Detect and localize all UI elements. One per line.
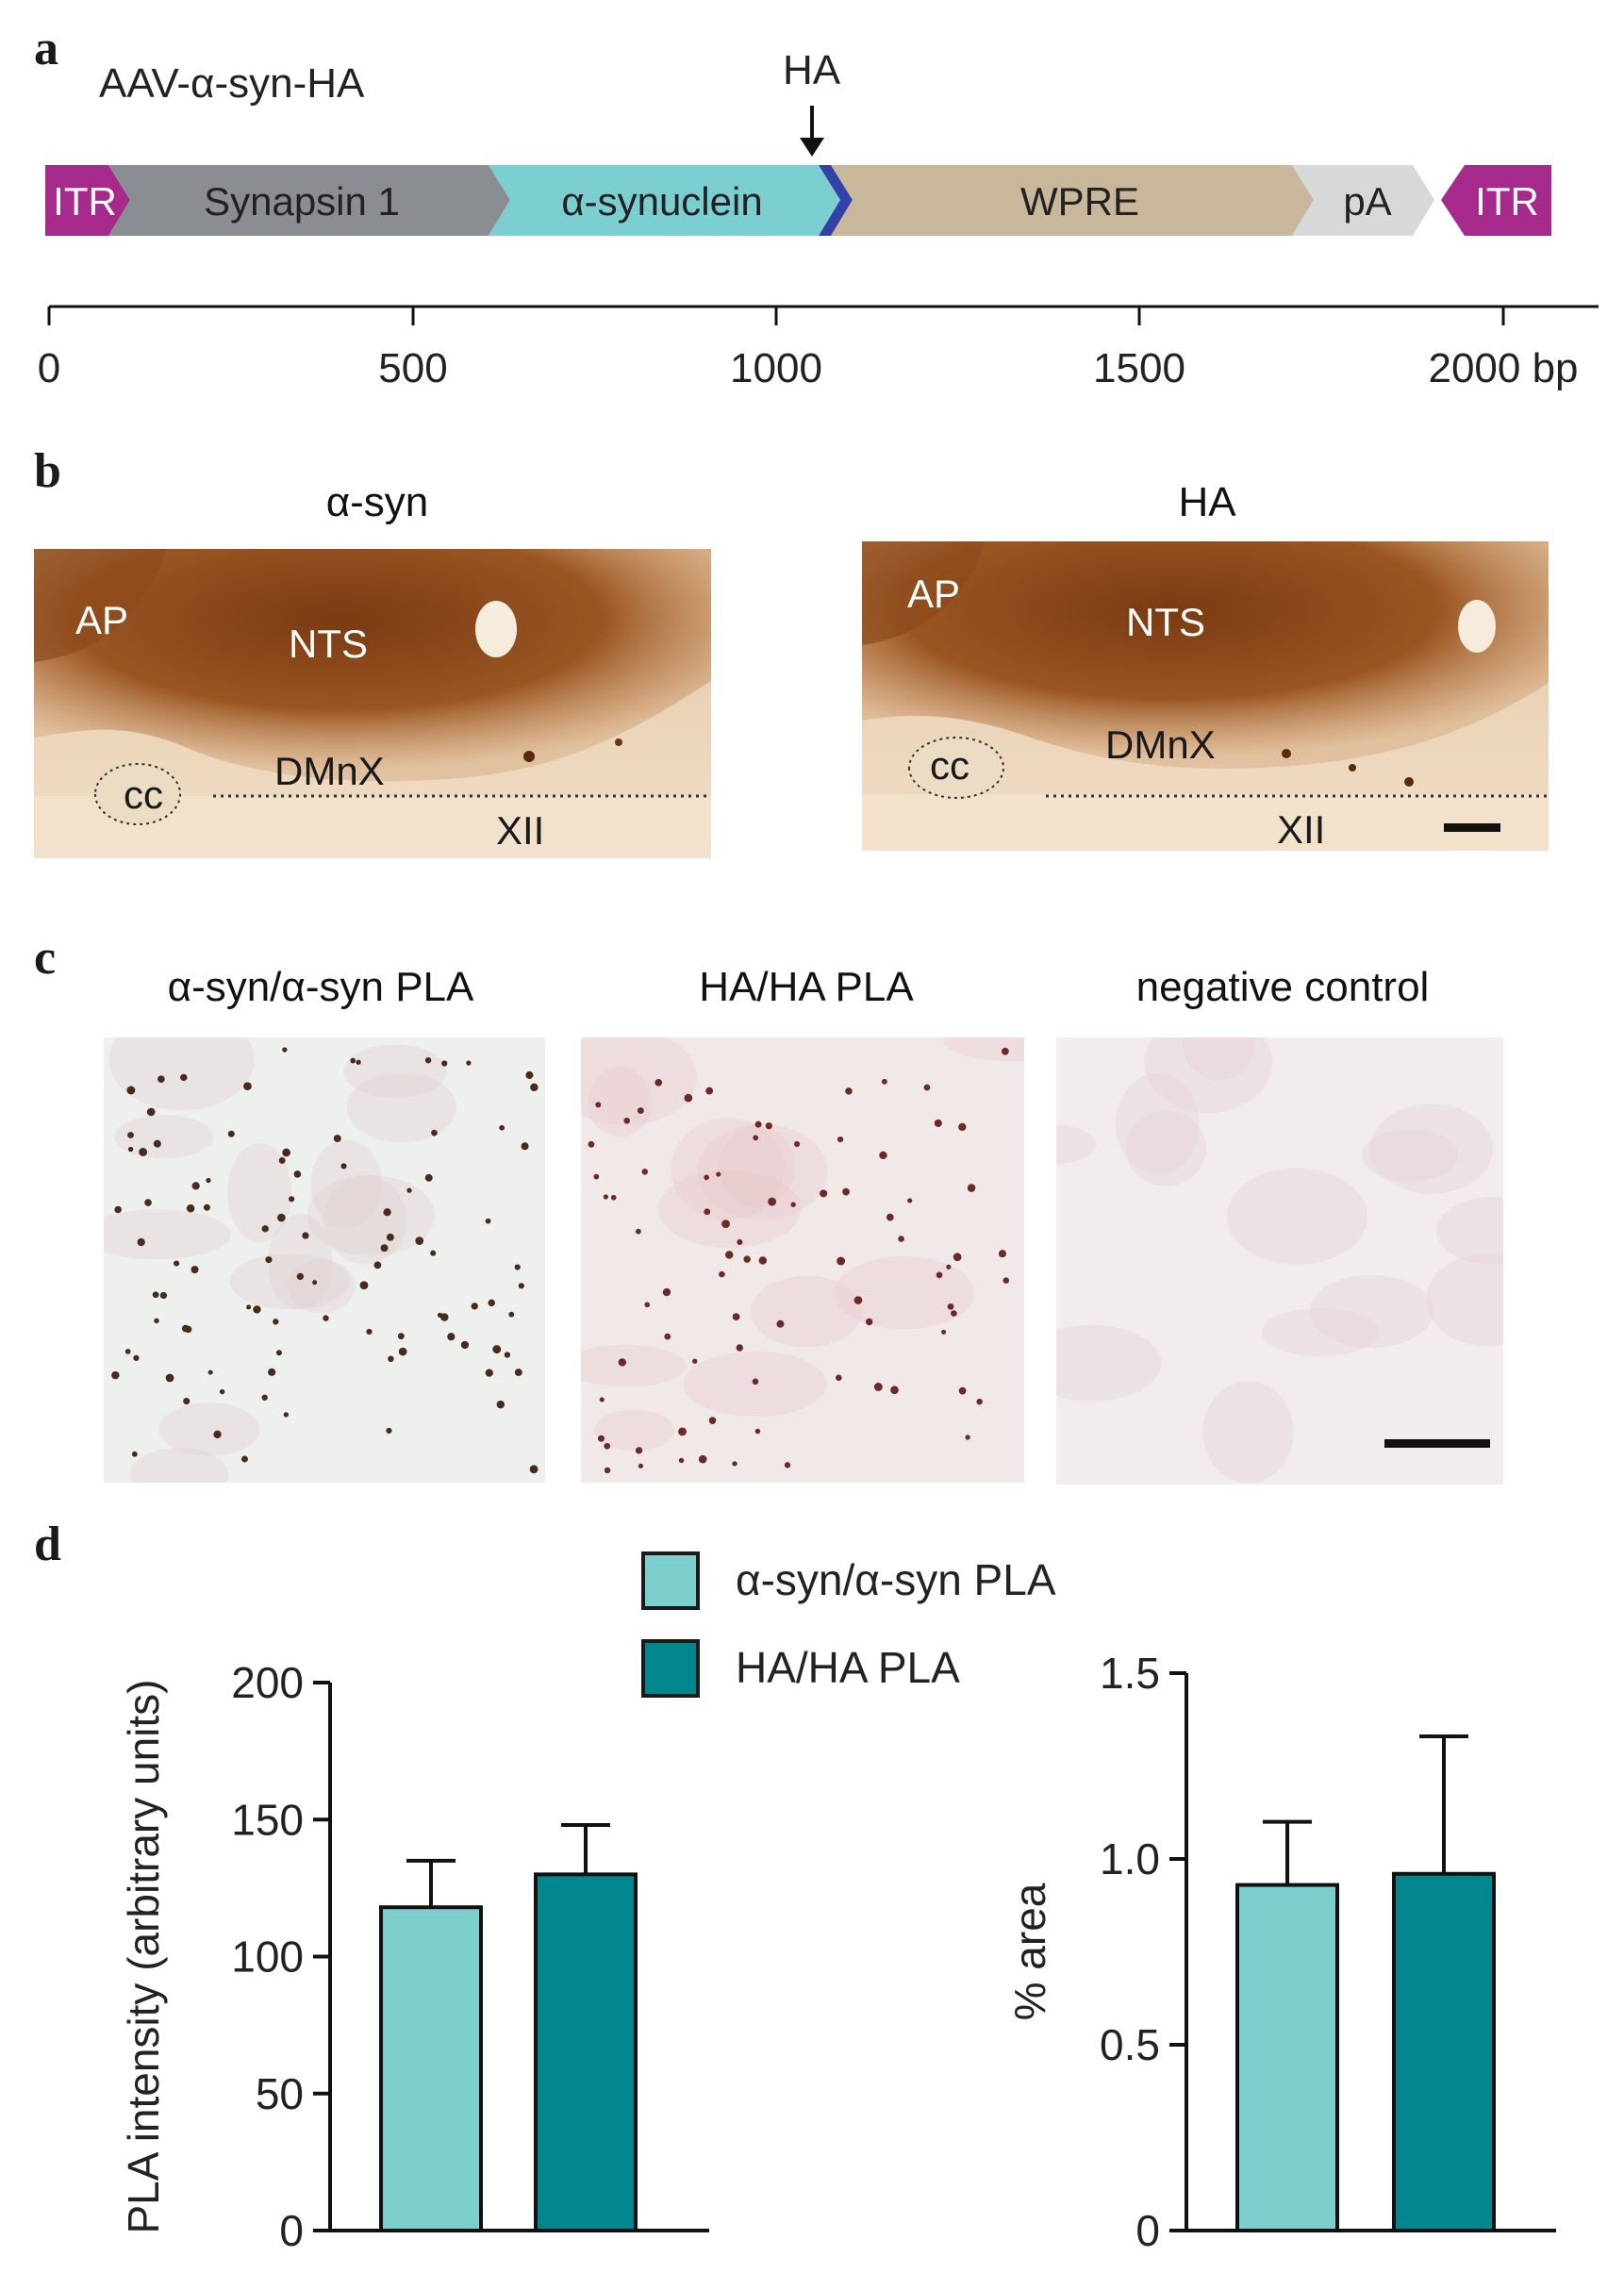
scale-tick-label-0: 0 bbox=[38, 345, 60, 391]
segment-wpre bbox=[831, 165, 1314, 236]
label-nts-right: NTS bbox=[1126, 600, 1205, 644]
construct-map: ITR Synapsin 1 α-synuclein WPRE pA ITR 0… bbox=[38, 106, 1599, 391]
scale-ticks bbox=[47, 307, 1505, 325]
intensity-chart-bar-1 bbox=[534, 1872, 638, 2232]
segment-label-pa: pA bbox=[1343, 179, 1391, 224]
brainstem-alpha-syn-image: AP NTS cc DMnX XII bbox=[34, 549, 711, 858]
segment-label-wpre: WPRE bbox=[1020, 179, 1139, 224]
panel-a-letter: a bbox=[34, 22, 58, 75]
panel-d-letter: d bbox=[34, 1518, 61, 1571]
legend-swatch-ha bbox=[641, 1639, 700, 1698]
scale-bar-c bbox=[1384, 1439, 1490, 1448]
intensity-chart-ylabel: PLA intensity (arbitrary units) bbox=[119, 1679, 168, 2233]
construct-name: AAV-α-syn-HA bbox=[99, 60, 365, 107]
panel-c-title-3: negative control bbox=[1135, 964, 1430, 1010]
label-ap-right: AP bbox=[907, 572, 960, 616]
bar-charts: 0 50 100 150 200 PLA intensity (arbitrary uni… bbox=[119, 1649, 1556, 2255]
intensity-chart-ytick-label: 50 bbox=[256, 2069, 304, 2118]
scale-tick-label-1500: 1500 bbox=[1093, 345, 1185, 391]
label-cc-left: cc bbox=[124, 772, 163, 817]
label-cc-right: cc bbox=[930, 743, 969, 788]
panel-c-letter: c bbox=[34, 931, 57, 985]
area-chart-ytick-label: 1.0 bbox=[1100, 1834, 1160, 1883]
intensity-chart-ytick-label: 200 bbox=[231, 1658, 304, 1707]
scale-tick-label-1000: 1000 bbox=[730, 345, 822, 391]
label-ap-left: AP bbox=[75, 598, 128, 642]
intensity-chart-bar-0 bbox=[379, 1905, 483, 2232]
segment-label-itr-right: ITR bbox=[1475, 179, 1539, 224]
label-nts-left: NTS bbox=[289, 622, 368, 666]
label-xii-right: XII bbox=[1277, 807, 1325, 851]
segment-pa bbox=[1292, 165, 1434, 236]
area-chart-ytick-label: 0.5 bbox=[1100, 2020, 1160, 2069]
panel-b-right-title: HA bbox=[1178, 479, 1236, 525]
area-chart-bar-0 bbox=[1235, 1883, 1339, 2232]
legend-label-alpha-syn: α-syn/α-syn PLA bbox=[736, 1555, 1056, 1604]
segment-alpha-synuclein bbox=[489, 165, 840, 236]
label-dmnx-right: DMnX bbox=[1105, 722, 1216, 767]
area-chart-ytick-label: 1.5 bbox=[1100, 1649, 1160, 1698]
scale-bar-b bbox=[1444, 823, 1500, 832]
scale-tick-label-2000: 2000 bp bbox=[1428, 345, 1578, 391]
intensity-chart-ytick-label: 0 bbox=[279, 2206, 304, 2255]
label-xii-left: XII bbox=[496, 808, 544, 853]
segment-label-itr-left: ITR bbox=[53, 179, 117, 224]
segment-label-synapsin: Synapsin 1 bbox=[204, 179, 400, 224]
brainstem-ha-image: AP NTS cc DMnX XII bbox=[862, 541, 1549, 851]
panel-b-letter: b bbox=[34, 444, 61, 498]
area-chart-ylabel: % area bbox=[1005, 1883, 1054, 2020]
segment-itr-left bbox=[45, 165, 130, 236]
area-chart-bar-1 bbox=[1392, 1871, 1496, 2232]
segment-synapsin bbox=[108, 165, 510, 236]
segment-ha-tag bbox=[819, 165, 853, 236]
intensity-chart-ytick-label: 100 bbox=[231, 1933, 304, 1982]
legend-swatch-alpha-syn bbox=[641, 1551, 700, 1610]
pla-ha-image bbox=[581, 1037, 1024, 1483]
segment-label-alpha-synuclein: α-synuclein bbox=[561, 179, 762, 224]
pla-negative-control-image bbox=[1056, 1037, 1503, 1485]
label-dmnx-left: DMnX bbox=[274, 749, 385, 793]
panel-c-title-2: HA/HA PLA bbox=[699, 964, 914, 1010]
pla-alpha-syn-image bbox=[104, 1037, 545, 1483]
panel-b-left-title: α-syn bbox=[325, 479, 429, 525]
area-chart-ytick-label: 0 bbox=[1135, 2206, 1160, 2255]
intensity-chart-ytick-label: 150 bbox=[231, 1795, 304, 1844]
ha-tag-label: HA bbox=[783, 47, 841, 93]
legend-label-ha: HA/HA PLA bbox=[736, 1643, 960, 1692]
scale-tick-label-500: 500 bbox=[378, 345, 447, 391]
panel-c-title-1: α-syn/α-syn PLA bbox=[167, 964, 474, 1010]
segment-itr-right bbox=[1441, 165, 1551, 236]
ha-arrow-head bbox=[800, 138, 824, 157]
